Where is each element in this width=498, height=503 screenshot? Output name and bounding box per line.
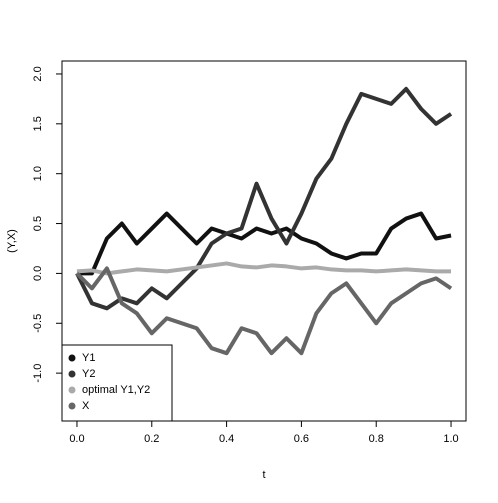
legend-box bbox=[61, 344, 173, 422]
legend-marker bbox=[68, 402, 76, 410]
legend-marker bbox=[68, 354, 76, 362]
legend-label: Y2 bbox=[82, 368, 95, 380]
x-tick-label: 0.2 bbox=[144, 433, 159, 445]
legend-marker bbox=[68, 370, 76, 378]
legend-label: optimal Y1,Y2 bbox=[82, 384, 150, 396]
y-axis-label: (Y,X) bbox=[6, 229, 18, 253]
legend-label: X bbox=[82, 400, 90, 412]
plot-frame bbox=[61, 60, 467, 422]
y-tick-label: 1.0 bbox=[32, 166, 44, 181]
legend-label: Y1 bbox=[82, 352, 95, 364]
series-line bbox=[75, 266, 453, 356]
series-line bbox=[76, 211, 452, 276]
y-tick-label: -0.5 bbox=[32, 314, 44, 333]
y-tick-label: -1.0 bbox=[32, 364, 44, 383]
y-tick-label: 2.0 bbox=[32, 66, 44, 81]
series-line bbox=[75, 86, 453, 311]
y-tick-label: 0.5 bbox=[32, 216, 44, 231]
y-tick-label: 1.5 bbox=[32, 116, 44, 131]
x-tick-label: 0.4 bbox=[219, 433, 234, 445]
y-tick-label: 0.0 bbox=[32, 266, 44, 281]
x-tick-label: 0.6 bbox=[294, 433, 309, 445]
x-tick-label: 0.8 bbox=[369, 433, 384, 445]
legend-marker bbox=[68, 386, 76, 394]
x-tick-label: 0.0 bbox=[69, 433, 84, 445]
x-axis-label: t bbox=[262, 469, 265, 481]
series-line bbox=[76, 261, 452, 276]
x-tick-label: 1.0 bbox=[443, 433, 458, 445]
